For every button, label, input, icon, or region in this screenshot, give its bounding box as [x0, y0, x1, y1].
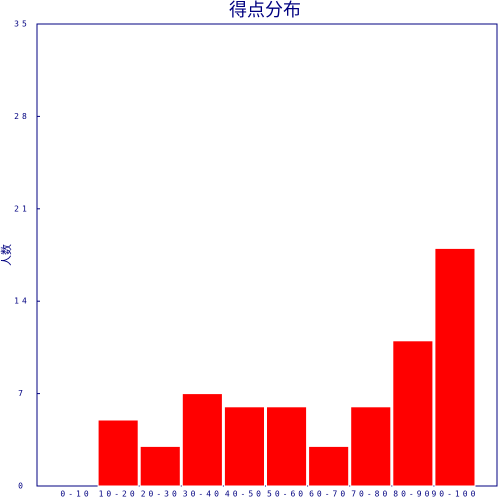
x-tick-label: 20-30	[141, 490, 180, 499]
y-tick-label: 7	[18, 389, 26, 398]
x-tick-label: 70-80	[351, 490, 390, 499]
bar	[223, 406, 265, 487]
bar	[139, 445, 181, 487]
x-tick-label: 40-50	[225, 490, 264, 499]
bar	[97, 419, 139, 487]
x-tick-label: 60-70	[309, 490, 348, 499]
x-tick-label: 90-100	[431, 490, 478, 499]
bar	[308, 445, 350, 487]
bar	[266, 406, 308, 487]
x-tick-label: 50-60	[267, 490, 306, 499]
x-tick-label: 80-90	[393, 490, 432, 499]
x-tick-label: 10-20	[99, 490, 138, 499]
bar	[181, 393, 223, 487]
x-tick-label: 0-10	[60, 490, 91, 499]
bar	[350, 406, 392, 487]
y-axis-label: 人数	[0, 244, 13, 266]
y-tick-label: 21	[14, 204, 30, 213]
y-tick-label: 28	[14, 112, 30, 121]
x-tick-label: 30-40	[183, 490, 222, 499]
y-tick-label: 35	[14, 20, 30, 29]
chart-title: 得点分布	[229, 0, 301, 21]
y-tick-label: 0	[18, 482, 26, 491]
bar	[392, 340, 434, 487]
bar	[434, 247, 476, 487]
y-tick-label: 14	[14, 297, 30, 306]
